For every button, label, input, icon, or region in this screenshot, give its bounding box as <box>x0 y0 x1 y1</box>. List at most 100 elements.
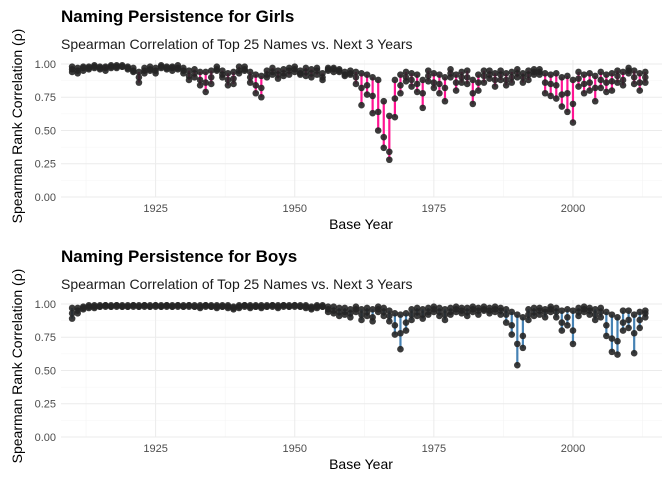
boys-data-point <box>530 312 538 320</box>
boys-data-point <box>447 311 454 318</box>
girls-x-tick-label: 1950 <box>282 203 306 215</box>
boys-data-point <box>480 307 488 314</box>
boys-data-point <box>219 303 226 310</box>
girls-data-point <box>608 77 616 85</box>
girls-data-point <box>642 73 649 81</box>
boys-data-point <box>369 306 376 313</box>
boys-data-point <box>207 303 215 310</box>
boys-data-point <box>152 303 159 310</box>
boys-data-point <box>642 313 649 321</box>
boys-data-point <box>619 319 627 326</box>
girls-data-point <box>96 66 104 73</box>
girls-data-point <box>491 70 499 77</box>
girls-data-point <box>74 70 81 77</box>
boys-data-point <box>285 303 293 310</box>
girls-data-point <box>430 84 438 92</box>
girls-data-point <box>536 71 543 78</box>
girls-data-point <box>480 67 488 74</box>
boys-data-point <box>391 310 399 317</box>
girls-data-point <box>603 71 610 78</box>
boys-data-point <box>614 337 621 345</box>
boys-data-point <box>391 331 399 338</box>
girls-data-point <box>380 144 388 152</box>
girls-data-point <box>358 70 365 77</box>
boys-y-tick-label: 0.75 <box>35 332 56 344</box>
girls-data-point <box>519 73 527 81</box>
boys-data-point <box>569 307 577 314</box>
girls-data-point <box>380 133 388 141</box>
girls-data-point <box>386 148 393 156</box>
girls-data-point <box>224 76 232 84</box>
girls-data-point <box>402 77 410 85</box>
girls-data-point <box>402 68 410 76</box>
girls-data-point <box>486 75 493 82</box>
boys-data-point <box>514 311 521 318</box>
boys-data-point <box>630 329 638 337</box>
boys-data-point <box>258 304 265 312</box>
boys-data-point <box>391 321 399 329</box>
girls-data-point <box>230 80 237 88</box>
boys-data-point <box>636 308 644 316</box>
boys-data-point <box>436 312 443 320</box>
girls-data-point <box>458 68 465 76</box>
boys-data-point <box>486 310 493 317</box>
girls-data-point <box>419 104 427 112</box>
girls-data-point <box>441 97 449 105</box>
girls-data-point <box>230 75 237 82</box>
girls-data-point <box>597 84 605 92</box>
girls-data-point <box>591 97 599 105</box>
boys-data-point <box>386 312 393 320</box>
girls-data-point <box>497 76 504 84</box>
boys-data-point <box>441 311 449 318</box>
girls-data-point <box>397 71 404 78</box>
boys-data-point <box>591 316 599 324</box>
boys-data-point <box>614 351 621 358</box>
girls-data-point <box>458 79 465 86</box>
girls-x-tick-label: 1975 <box>422 203 446 215</box>
girls-data-point <box>352 73 360 81</box>
boys-data-point <box>213 304 221 312</box>
girls-data-point <box>174 66 182 73</box>
girls-data-point <box>224 81 232 89</box>
girls-data-point <box>452 71 460 78</box>
panel-boys: Naming Persistence for Boys Spearman Cor… <box>9 247 662 472</box>
boys-data-point <box>608 311 616 318</box>
girls-data-point <box>263 73 271 81</box>
girls-data-point <box>374 108 382 116</box>
boys-data-point <box>102 303 109 310</box>
girls-data-point <box>619 76 627 84</box>
boys-data-point <box>308 306 315 313</box>
girls-data-point <box>502 70 510 77</box>
boys-data-point <box>536 311 543 318</box>
boys-data-point <box>363 312 371 320</box>
boys-data-point <box>141 303 148 310</box>
boys-data-point <box>380 312 388 320</box>
boys-data-point <box>430 308 438 316</box>
boys-data-point <box>597 313 605 321</box>
boys-data-point <box>402 310 410 317</box>
boys-data-point <box>374 308 382 316</box>
boys-data-point <box>402 319 410 326</box>
girls-data-point <box>642 68 649 76</box>
girls-data-point <box>463 73 471 81</box>
boys-data-point <box>402 327 410 334</box>
girls-data-point <box>597 76 605 84</box>
boys-data-point <box>118 303 126 310</box>
girls-data-point <box>491 83 499 90</box>
girls-data-point <box>475 71 482 78</box>
girls-data-point <box>180 70 187 77</box>
boys-data-point <box>619 307 627 314</box>
girls-data-point <box>202 79 209 86</box>
girls-data-point <box>313 71 321 78</box>
girls-data-point <box>575 83 582 90</box>
boys-data-point <box>241 303 248 310</box>
girls-data-point <box>597 68 605 76</box>
girls-data-point <box>552 95 560 102</box>
boys-data-point <box>358 306 365 313</box>
boys-data-point <box>508 331 516 338</box>
boys-data-point <box>130 303 137 310</box>
girls-data-point <box>480 72 488 80</box>
girls-data-point <box>369 92 376 100</box>
girls-data-point <box>608 70 616 77</box>
girls-data-point <box>625 70 632 77</box>
